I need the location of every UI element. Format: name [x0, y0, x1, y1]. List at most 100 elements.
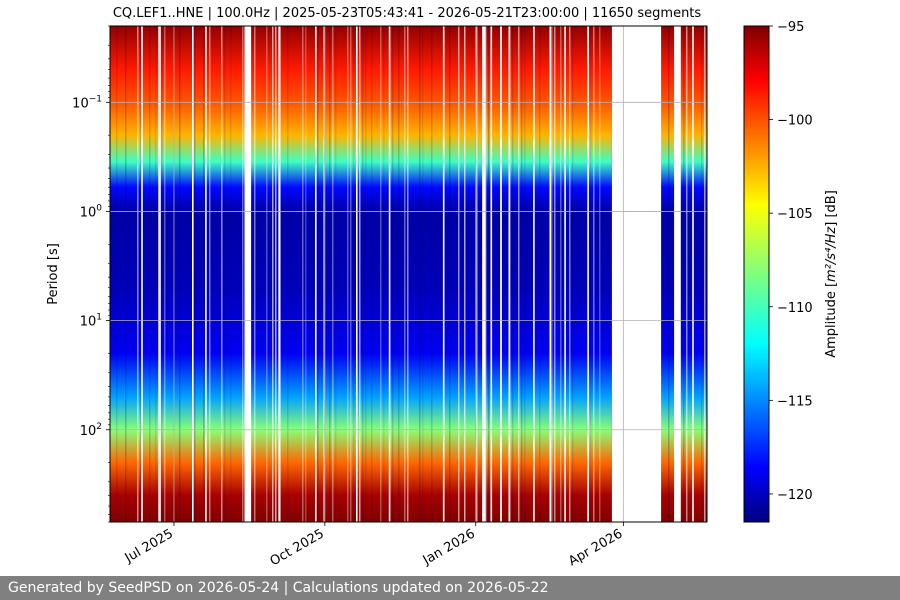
spectrogram-stripe: [668, 26, 670, 522]
spectrogram-stripe: [431, 26, 433, 522]
spectrogram-stripe: [224, 26, 226, 522]
data-gaps: [141, 26, 694, 522]
footer-status: Generated by SeedPSD on 2026-05-24 | Cal…: [0, 576, 900, 600]
spectrogram-stripe: [611, 26, 613, 522]
spectrogram-stripe: [353, 26, 355, 522]
spectrogram-stripe: [278, 26, 280, 522]
spectrogram-stripe: [518, 26, 520, 522]
spectrogram-stripe: [305, 26, 307, 522]
data-gap: [159, 26, 161, 522]
y-gridlines: [110, 101, 707, 431]
spectrogram-stripe: [464, 26, 466, 522]
spectrogram-stripe: [521, 26, 523, 522]
spectrogram-stripe: [350, 26, 352, 522]
spectrogram-stripe: [302, 26, 304, 522]
colorbar-tick-label: −115: [777, 394, 813, 409]
data-gap: [674, 26, 681, 522]
data-gap: [388, 26, 391, 522]
colorbar: [743, 25, 770, 523]
x-tick-label: Jan 2026: [420, 526, 478, 568]
y-tick-label: 10−1: [72, 94, 102, 111]
spectrogram-stripe: [161, 26, 163, 522]
y-tick-label: 100: [80, 203, 103, 220]
x-axis: Jul 2025 Oct 2025 Jan 2026 Apr 2026: [122, 522, 625, 569]
data-gap: [564, 26, 566, 522]
spectrogram-stripe: [362, 26, 364, 522]
spectrogram-stripe: [392, 26, 394, 522]
x-tick-label: Apr 2026: [566, 526, 625, 569]
spectrogram-stripe: [287, 26, 289, 522]
spectrogram-stripe: [164, 26, 166, 522]
data-gap: [244, 26, 252, 522]
spectrogram-stripe: [539, 26, 541, 522]
spectrogram-stripe: [140, 26, 142, 522]
spectrogram-stripe: [179, 26, 181, 522]
data-gap: [549, 26, 552, 522]
spectrogram-stripe: [593, 26, 595, 522]
x-gridlines: [173, 26, 624, 522]
colorbar-ticks: −95 −100 −105 −110 −115 −120: [769, 20, 813, 503]
y-tick-label: 102: [80, 422, 102, 439]
spectrogram-stripe: [155, 26, 157, 522]
data-gap: [500, 26, 502, 522]
spectrogram-stripe: [383, 26, 385, 522]
spectrogram-stripe: [560, 26, 562, 522]
spectrogram-stripe: [275, 26, 277, 522]
data-gap: [141, 26, 143, 522]
spectrogram-stripe: [512, 26, 514, 522]
colorbar-tick-label: −110: [777, 301, 813, 316]
data-gap: [205, 26, 207, 522]
spectrogram-stripe: [458, 26, 460, 522]
colorbar-tick-label: −105: [777, 207, 813, 222]
spectrogram-stripe: [137, 26, 139, 522]
spectrogram-stripe: [476, 26, 478, 522]
spectrogram-stripe: [194, 26, 196, 522]
spectrogram-stripe: [272, 26, 274, 522]
colorbar-tick-label: −100: [777, 114, 813, 129]
spectrogram-stripe: [419, 26, 421, 522]
spectrogram-stripe: [158, 26, 160, 522]
data-gap: [315, 26, 317, 522]
data-gap: [611, 26, 662, 522]
spectrogram-stripe: [335, 26, 337, 522]
spectrogram-stripe: [329, 26, 331, 522]
spectrogram-stripe: [599, 26, 601, 522]
data-gap: [587, 26, 589, 522]
spectrogram-stripe: [242, 26, 244, 522]
spectrogram-stripe: [590, 26, 592, 522]
spectrogram-stripe: [485, 26, 487, 522]
spectrogram-stripe: [359, 26, 361, 522]
spectrogram-stripe: [254, 26, 256, 522]
spectrogram-stripe: [398, 26, 400, 522]
spectrogram-stripe: [116, 26, 118, 522]
spectrogram-stripe: [683, 26, 685, 522]
spectrogram-stripe: [422, 26, 424, 522]
y-tick-label: 101: [80, 313, 102, 330]
spectrogram-stripe: [407, 26, 409, 522]
spectrogram-stripe: [704, 26, 706, 522]
spectrogram-stripe: [203, 26, 205, 522]
x-tick-label: Jul 2025: [122, 526, 176, 566]
y-axis-label: Period [s]: [46, 243, 61, 305]
spectrogram-stripe: [317, 26, 319, 522]
plot-area: [110, 26, 707, 522]
spectrogram-stripe: [266, 26, 268, 522]
spectrogram-stripe: [404, 26, 406, 522]
spectrogram-stripe: [686, 26, 688, 522]
x-tick-label: Oct 2025: [268, 526, 327, 569]
spectrogram-stripe: [551, 26, 553, 522]
spectrogram-stripe: [488, 26, 490, 522]
spectrogram-stripe: [380, 26, 382, 522]
spectrogram-stripe: [554, 26, 556, 522]
data-gap: [482, 26, 486, 522]
plot-frame: [109, 25, 708, 523]
data-gap: [278, 26, 281, 522]
data-gap: [356, 26, 358, 522]
colorbar-tick-label: −120: [777, 488, 813, 503]
data-gap: [192, 26, 194, 522]
colorbar-label: Amplitude [m²/s⁴/Hz] [dB]: [824, 190, 839, 358]
spectrogram-stripe: [323, 26, 325, 522]
data-gap: [533, 26, 535, 522]
spectrogram-stripe: [221, 26, 223, 522]
